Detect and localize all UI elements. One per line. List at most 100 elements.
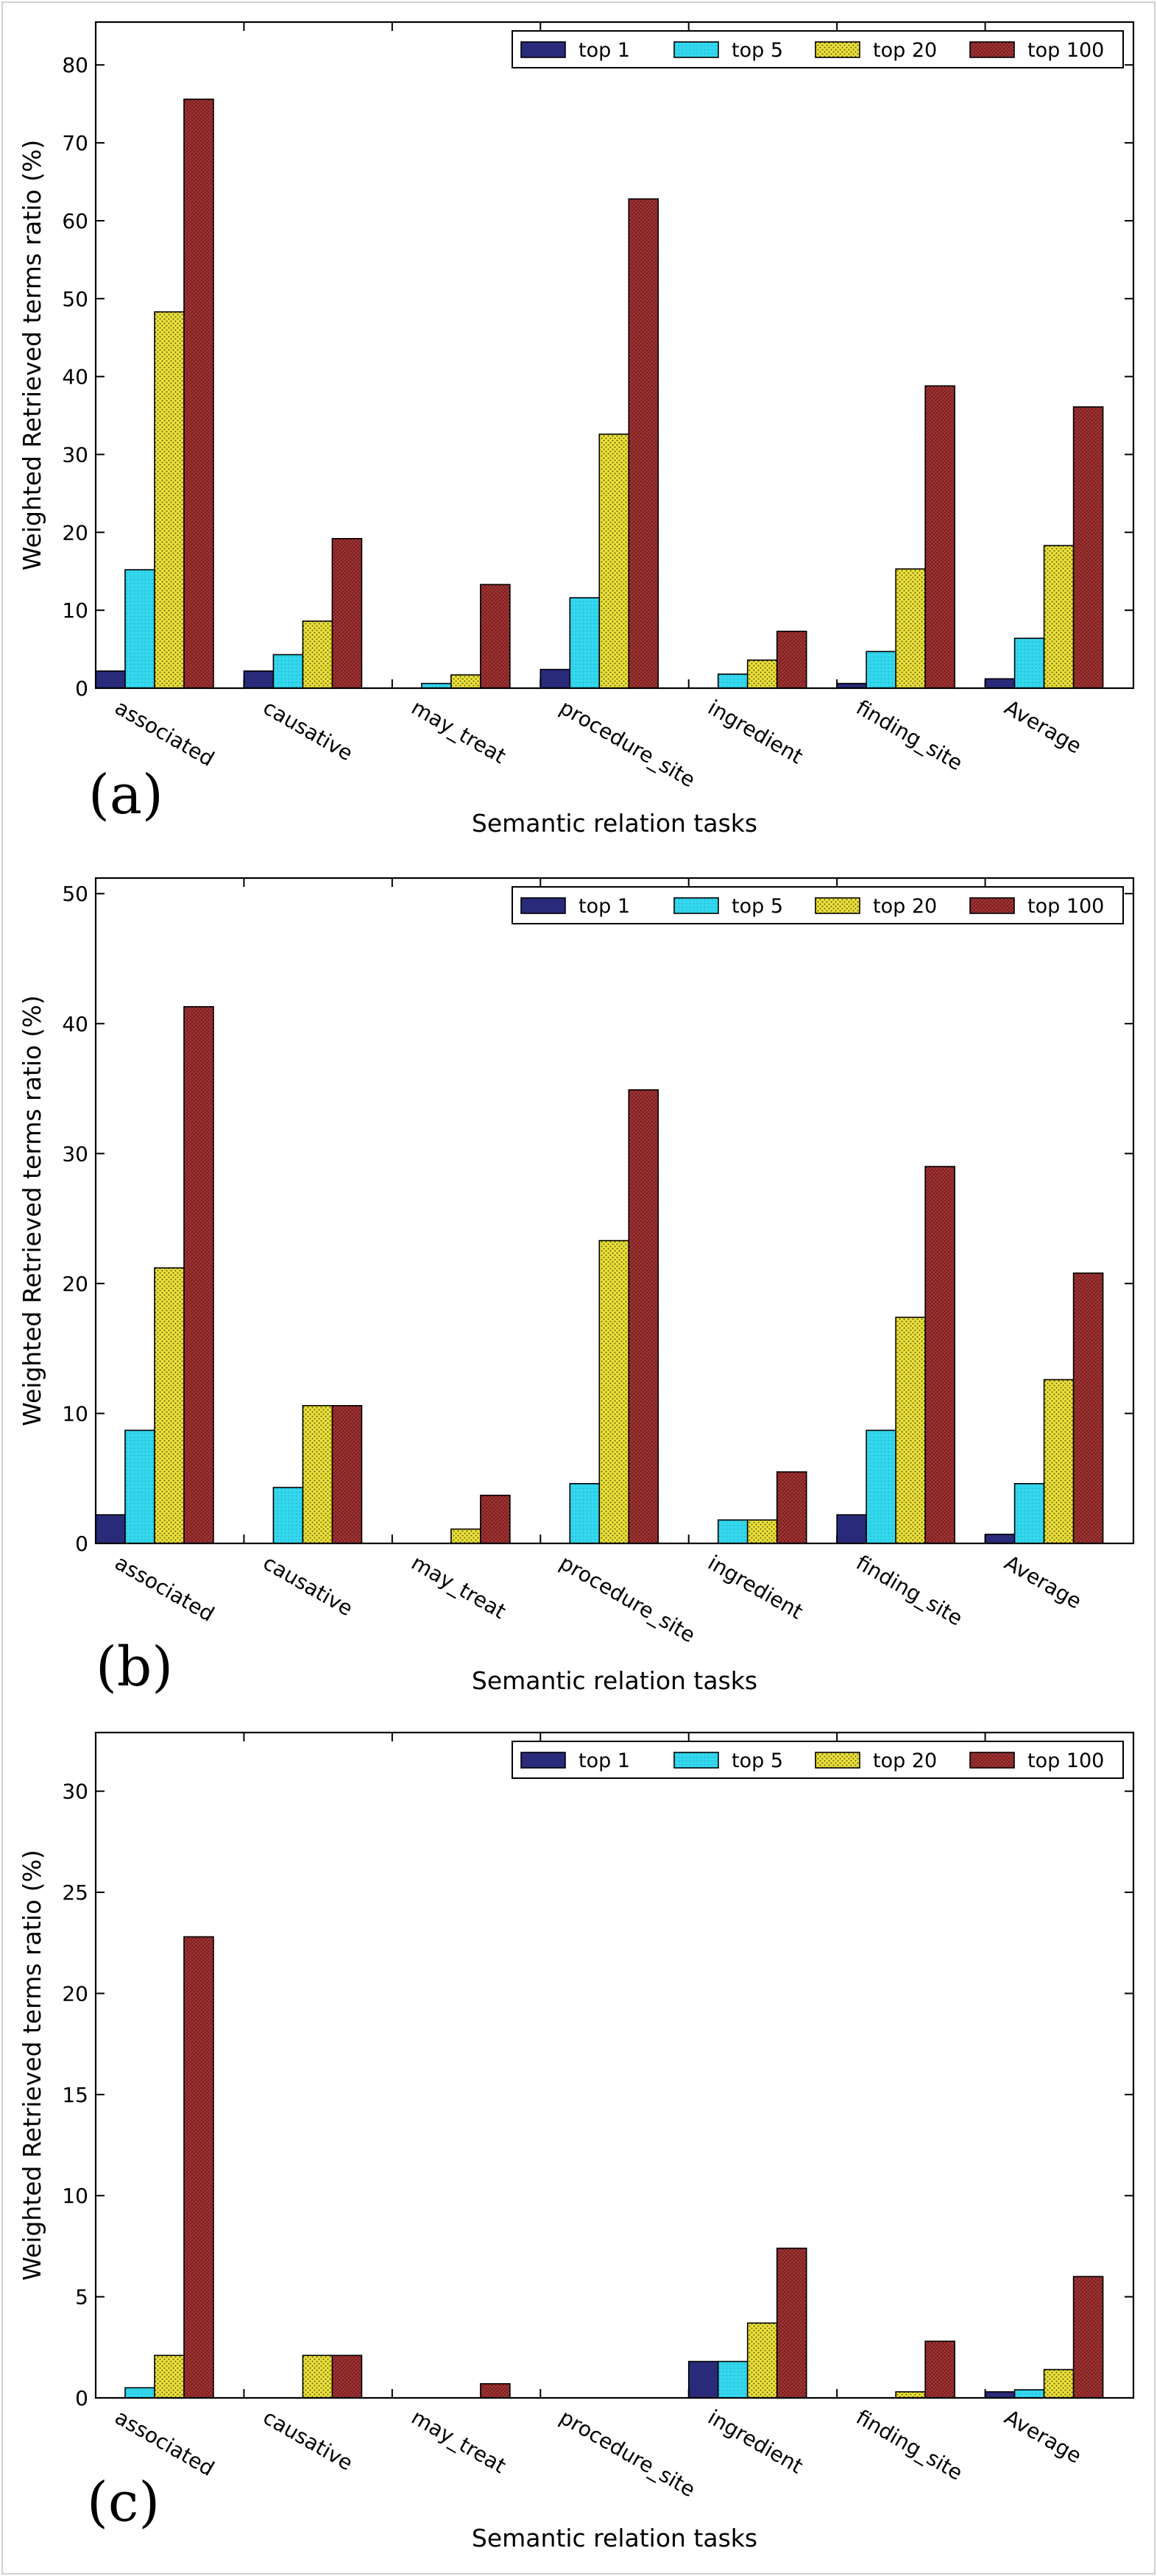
legend-label-top20: top 20: [873, 1749, 937, 1772]
bar-top100-ingredient: [776, 2247, 807, 2399]
bar-top100-procedure_site: [628, 198, 659, 689]
x-axis-label: Semantic relation tasks: [472, 2524, 757, 2552]
panel-label: (b): [96, 1635, 173, 1699]
bar-top1-Average: [984, 2391, 1016, 2399]
plot-frame: [94, 21, 1135, 690]
bar-top20-finding_site: [895, 568, 926, 689]
legend: top 1 top 5 top 20 top 100: [512, 30, 1124, 68]
y-tick-label: 20: [62, 1981, 88, 2006]
bar-top5-ingredient: [717, 1519, 749, 1544]
y-tick-label: 25: [62, 1880, 88, 1905]
y-tick-label: 70: [62, 131, 88, 155]
y-tick-label: 5: [75, 2285, 88, 2310]
y-tick-label: 20: [62, 520, 88, 545]
legend-label-top5: top 5: [732, 895, 783, 918]
legend-swatch-top1: [520, 1752, 566, 1769]
plot-frame: [94, 1731, 1135, 2399]
bar-top20-ingredient: [746, 1519, 778, 1544]
bar-top20-Average: [1043, 2368, 1075, 2399]
y-axis-label: Weighted Retrieved terms ratio (%): [18, 995, 46, 1426]
legend-swatch-top1: [520, 897, 566, 914]
bar-top1-ingredient: [687, 2360, 719, 2399]
bar-top20-finding_site: [895, 2391, 926, 2399]
bar-top20-Average: [1043, 1379, 1075, 1544]
legend-swatch-top20: [815, 41, 860, 58]
bar-top20-ingredient: [746, 659, 778, 689]
bar-top1-associated: [95, 1514, 126, 1544]
bar-top100-may_treat: [480, 1494, 511, 1544]
y-tick-label: 50: [62, 287, 88, 311]
legend-swatch-top5: [673, 41, 719, 58]
bar-top100-Average: [1072, 406, 1104, 689]
y-tick-label: 10: [62, 2184, 88, 2208]
bar-top100-Average: [1072, 1272, 1104, 1544]
legend-label-top1: top 1: [578, 1749, 630, 1772]
bar-top5-ingredient: [717, 673, 749, 689]
legend-swatch-top100: [969, 1752, 1015, 1769]
bar-top5-causative: [272, 654, 304, 689]
y-tick-label: 0: [75, 1532, 88, 1556]
bar-top20-Average: [1043, 545, 1075, 689]
y-tick-label: 50: [62, 882, 88, 906]
panel-label: (a): [88, 763, 163, 827]
y-tick-label: 0: [75, 2386, 88, 2410]
bar-top100-ingredient: [776, 630, 807, 689]
bar-top5-procedure_site: [569, 1482, 601, 1544]
bar-top1-finding_site: [836, 1514, 867, 1544]
bar-top20-finding_site: [895, 1316, 926, 1544]
bar-top5-associated: [124, 1429, 155, 1544]
bar-top1-Average: [984, 678, 1016, 689]
legend-swatch-top5: [673, 1752, 719, 1769]
legend-swatch-top20: [815, 1752, 860, 1769]
bar-top5-procedure_site: [569, 597, 601, 689]
bar-top20-causative: [302, 620, 333, 689]
bar-top5-finding_site: [866, 1429, 896, 1544]
bar-top100-ingredient: [776, 1471, 807, 1544]
bar-top100-Average: [1072, 2276, 1104, 2399]
legend-swatch-top20: [815, 897, 860, 914]
x-axis-label: Semantic relation tasks: [472, 809, 757, 838]
bar-top5-Average: [1013, 1482, 1045, 1544]
bar-top20-may_treat: [450, 1528, 481, 1544]
y-tick-label: 30: [62, 1780, 88, 1804]
legend-swatch-top100: [969, 41, 1015, 58]
legend-swatch-top100: [969, 897, 1015, 914]
bar-top20-associated: [154, 1267, 185, 1544]
bar-top1-causative: [243, 670, 275, 689]
legend-label-top1: top 1: [578, 39, 630, 62]
bar-top100-finding_site: [924, 385, 955, 689]
bar-top5-associated: [124, 569, 155, 689]
bar-top100-associated: [183, 98, 214, 689]
legend-label-top1: top 1: [578, 895, 630, 918]
bar-top5-Average: [1013, 637, 1045, 689]
bar-top100-causative: [331, 1405, 363, 1544]
bar-top1-procedure_site: [539, 668, 571, 689]
bar-top20-associated: [154, 311, 185, 689]
x-axis-label: Semantic relation tasks: [472, 1666, 757, 1695]
bar-top20-associated: [154, 2354, 185, 2399]
bar-top20-ingredient: [746, 2322, 778, 2399]
y-tick-label: 80: [62, 53, 88, 77]
legend-label-top20: top 20: [873, 895, 937, 918]
bar-top5-finding_site: [866, 651, 896, 689]
bar-top100-may_treat: [480, 584, 511, 689]
panel-label: (c): [87, 2471, 160, 2534]
bar-top20-causative: [302, 2354, 333, 2399]
bar-top5-Average: [1013, 2389, 1045, 2399]
y-tick-label: 40: [62, 1012, 88, 1036]
bar-top20-procedure_site: [598, 1239, 630, 1544]
bar-top5-causative: [272, 1487, 304, 1544]
bar-top100-may_treat: [480, 2382, 511, 2399]
bar-top1-Average: [984, 1533, 1016, 1544]
y-tick-label: 10: [62, 598, 88, 623]
bar-top100-causative: [331, 537, 363, 689]
y-tick-label: 0: [75, 676, 88, 701]
legend-label-top5: top 5: [732, 39, 783, 62]
legend-label-top20: top 20: [873, 39, 937, 62]
plot-frame: [94, 877, 1135, 1545]
bar-top100-finding_site: [924, 1166, 955, 1544]
bar-top100-causative: [331, 2354, 363, 2399]
y-tick-label: 30: [62, 1142, 88, 1166]
y-tick-label: 60: [62, 209, 88, 233]
